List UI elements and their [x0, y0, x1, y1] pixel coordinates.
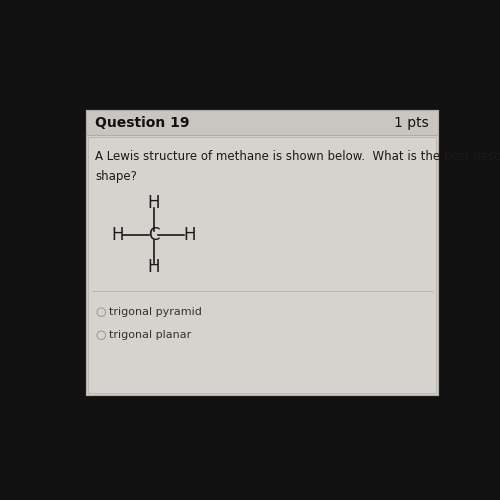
Text: shape?: shape?: [96, 170, 138, 182]
Bar: [86, 110, 439, 395]
Bar: [88, 137, 436, 393]
Text: Question 19: Question 19: [96, 116, 190, 130]
Bar: [86, 110, 439, 135]
Text: H: H: [184, 226, 196, 244]
Text: H: H: [148, 258, 160, 276]
Text: H: H: [111, 226, 124, 244]
Text: C: C: [148, 226, 160, 244]
Text: trigonal planar: trigonal planar: [109, 330, 191, 340]
Text: trigonal pyramid: trigonal pyramid: [109, 307, 202, 317]
Text: H: H: [148, 194, 160, 212]
Text: 1 pts: 1 pts: [394, 116, 428, 130]
Text: A Lewis structure of methane is shown below.  What is the best description of me: A Lewis structure of methane is shown be…: [96, 150, 500, 164]
